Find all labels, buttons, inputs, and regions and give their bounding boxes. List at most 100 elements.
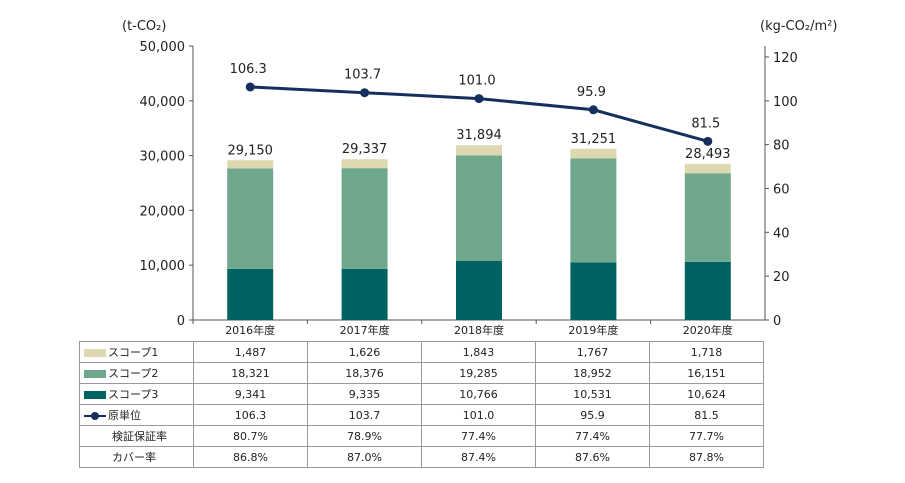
table-row: スコープ3 9,341 9,335 10,766 10,531 10,624: [79, 383, 764, 405]
table-cell: 18,321: [193, 362, 308, 384]
left-tick-label: 20,000: [140, 204, 186, 219]
table-cell: 95.9: [535, 404, 650, 426]
table-row: スコープ1 1,487 1,626 1,843 1,767 1,718: [79, 341, 764, 363]
row-header: 原単位: [79, 404, 194, 426]
table-cell: 18,376: [307, 362, 422, 384]
category-label: 2020年度: [683, 323, 733, 337]
plot-area: 0 10,000 20,000 30,000 40,000 50,000 0 20 40 60 80…: [140, 40, 798, 337]
bar-scope1: [456, 145, 502, 156]
left-tick-label: 50,000: [140, 40, 186, 55]
table-cell: 103.7: [307, 404, 422, 426]
bar-scope1: [684, 163, 731, 174]
legend-swatch: [84, 370, 106, 378]
table-row: 検証保証率 80.7% 78.9% 77.4% 77.4% 77.7%: [79, 425, 764, 447]
left-axis-unit: (t-CO₂): [122, 19, 166, 34]
table-cell: 10,531: [535, 383, 650, 405]
intensity-point: [588, 105, 598, 115]
table-cell: 77.4%: [421, 425, 536, 447]
row-header: スコープ3: [79, 383, 194, 405]
bar-scope1: [227, 160, 274, 169]
row-label: スコープ2: [108, 367, 159, 380]
table-cell: 86.8%: [193, 446, 308, 468]
intensity-point: [245, 82, 255, 92]
total-label: 28,493: [685, 147, 731, 162]
right-tick-label: 60: [773, 182, 790, 197]
table-cell: 87.0%: [307, 446, 422, 468]
bar-scope1: [341, 159, 388, 169]
table-cell: 81.5: [649, 404, 764, 426]
table-cell: 106.3: [193, 404, 308, 426]
left-tick-label: 30,000: [140, 150, 186, 165]
bar-scope3: [684, 261, 731, 320]
category-label: 2019年度: [568, 323, 618, 337]
table-cell: 19,285: [421, 362, 536, 384]
right-tick-label: 120: [773, 51, 798, 66]
table-cell: 87.6%: [535, 446, 650, 468]
category-label: 2016年度: [225, 323, 275, 337]
table-cell: 1,626: [307, 341, 422, 363]
legend-swatch: [84, 391, 106, 399]
table-cell: 80.7%: [193, 425, 308, 447]
table-cell: 77.4%: [535, 425, 650, 447]
row-header: 検証保証率: [79, 425, 194, 447]
table-cell: 9,335: [307, 383, 422, 405]
bar-scope2: [684, 173, 731, 262]
table-row: 原単位 106.3 103.7 101.0 95.9 81.5: [79, 404, 764, 426]
row-header: スコープ1: [79, 341, 194, 363]
table-row: カバー率 86.8% 87.0% 87.4% 87.6% 87.8%: [79, 446, 764, 468]
table-row: スコープ2 18,321 18,376 19,285 18,952 16,151: [79, 362, 764, 384]
bar-scope3: [570, 262, 617, 320]
row-label: 原単位: [108, 409, 141, 422]
right-tick-label: 40: [773, 226, 790, 241]
left-tick-label: 40,000: [140, 95, 186, 110]
table-cell: 78.9%: [307, 425, 422, 447]
category-label: 2017年度: [340, 323, 390, 337]
bar-scope1: [570, 148, 617, 159]
intensity-point: [360, 88, 370, 98]
row-label: スコープ1: [108, 346, 159, 359]
intensity-point: [474, 94, 484, 104]
total-label: 29,150: [227, 143, 273, 158]
left-tick-label: 0: [177, 314, 185, 329]
table-cell: 77.7%: [649, 425, 764, 447]
row-label: カバー率: [112, 451, 156, 464]
left-tick-label: 10,000: [140, 259, 186, 274]
intensity-point: [703, 136, 713, 146]
right-tick-label: 80: [773, 139, 790, 154]
category-label: 2018年度: [454, 323, 504, 337]
row-label: スコープ3: [108, 388, 159, 401]
right-axis-unit: (kg-CO₂/m²): [760, 19, 837, 34]
total-label: 31,251: [571, 132, 617, 147]
bar-scope2: [227, 168, 274, 269]
total-label: 29,337: [342, 142, 388, 157]
emissions-chart: (t-CO₂) (kg-CO₂/m²) 0 10,000 20,000 30,000 4…: [122, 19, 837, 337]
row-label: 検証保証率: [112, 430, 167, 443]
bar-scope3: [341, 268, 388, 320]
table-cell: 16,151: [649, 362, 764, 384]
total-label: 31,894: [456, 128, 502, 143]
table-cell: 18,952: [535, 362, 650, 384]
table-cell: 10,766: [421, 383, 536, 405]
bar-scope2: [456, 155, 502, 262]
right-tick-label: 100: [773, 95, 798, 110]
bar-scope3: [456, 261, 502, 320]
row-header: スコープ2: [79, 362, 194, 384]
table-cell: 1,718: [649, 341, 764, 363]
bar-scope3: [227, 268, 274, 320]
intensity-label: 106.3: [230, 62, 267, 77]
legend-swatch: [84, 349, 106, 357]
table-cell: 87.8%: [649, 446, 764, 468]
table-cell: 101.0: [421, 404, 536, 426]
legend-line-marker: [84, 411, 106, 421]
table-cell: 9,341: [193, 383, 308, 405]
right-tick-label: 20: [773, 270, 790, 285]
intensity-label: 101.0: [458, 74, 495, 89]
intensity-label: 81.5: [691, 116, 720, 131]
table-cell: 1,487: [193, 341, 308, 363]
bar-scope2: [341, 168, 388, 269]
table-cell: 1,767: [535, 341, 650, 363]
intensity-label: 95.9: [577, 85, 606, 100]
right-tick-label: 0: [773, 314, 781, 329]
bar-scope2: [570, 158, 617, 263]
intensity-label: 103.7: [344, 68, 381, 83]
